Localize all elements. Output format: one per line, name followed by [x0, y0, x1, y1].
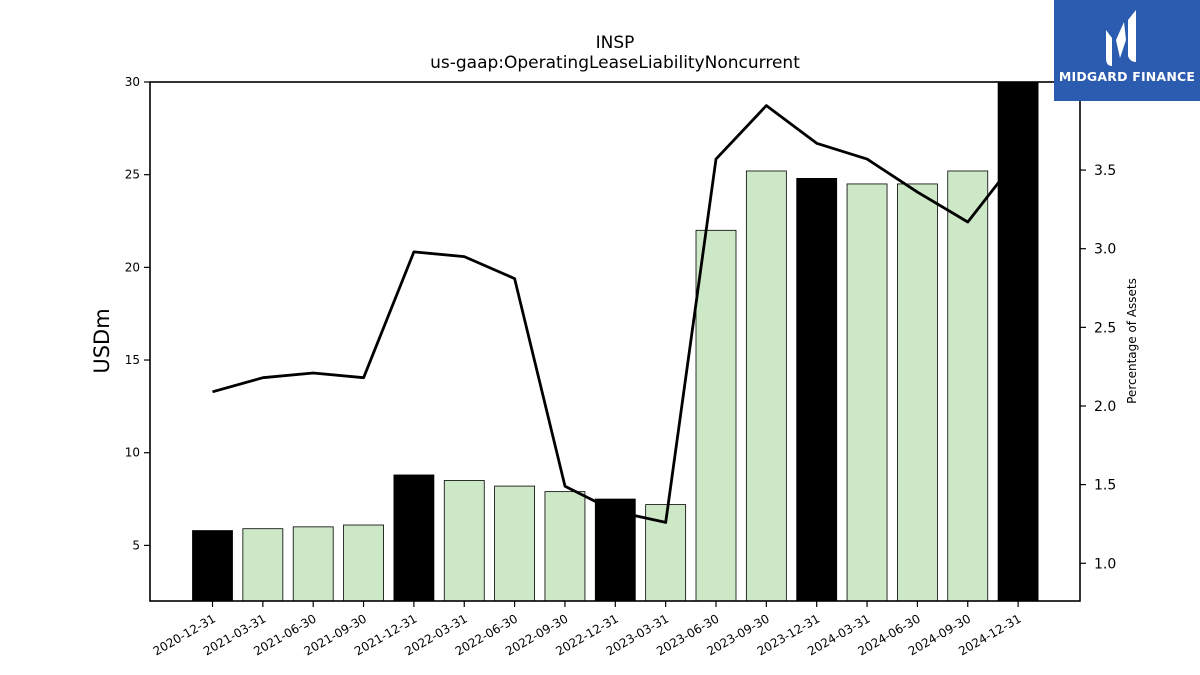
bar-2021-03-31 [242, 528, 284, 602]
bar-group [192, 81, 1039, 602]
left-tick-label: 30 [125, 75, 140, 89]
bar-2022-03-31 [443, 480, 485, 602]
midgard-finance-logo: MIDGARD FINANCE [1054, 0, 1200, 101]
bar-2021-12-31 [393, 474, 435, 602]
bar-2022-12-31 [594, 498, 636, 602]
logo-mark-icon [1106, 10, 1148, 66]
y-axis-label: USDm [90, 308, 114, 373]
right-tick-label: 3.5 [1094, 163, 1116, 179]
bar-2024-12-31 [997, 81, 1039, 602]
line-group [212, 104, 1020, 524]
x-axis: 2020-12-312021-03-312021-06-302021-09-30… [151, 601, 1024, 658]
left-tick-label: 25 [125, 168, 140, 182]
bar-2021-09-30 [343, 524, 384, 602]
y2-axis-label: Percentage of Assets [1125, 278, 1139, 404]
bar-2022-06-30 [494, 485, 536, 602]
left-tick-label: 20 [125, 260, 140, 274]
bar-2024-06-30 [897, 183, 938, 602]
right-tick-label: 1.5 [1094, 478, 1116, 494]
bar-2021-06-30 [292, 526, 334, 602]
right-tick-label: 3.0 [1094, 242, 1116, 258]
left-axis: 5 10 15 20 25 30 [125, 75, 150, 552]
right-tick-label: 1.0 [1094, 556, 1116, 572]
chart-title: INSP [596, 33, 635, 53]
right-tick-label: 2.5 [1094, 320, 1116, 336]
chart-subtitle: us-gaap:OperatingLeaseLiabilityNoncurren… [430, 53, 800, 73]
logo-text: MIDGARD FINANCE [1058, 69, 1196, 84]
left-tick-label: 15 [125, 353, 140, 367]
left-tick-label: 10 [125, 446, 140, 460]
bar-2023-06-30 [695, 229, 737, 602]
assets-percentage-line [212, 104, 1020, 524]
bar-2024-03-31 [846, 183, 888, 602]
bar-2022-09-30 [544, 491, 586, 602]
bar-2023-12-31 [796, 177, 838, 602]
bar-2024-09-30 [947, 170, 989, 602]
right-axis: 1.0 1.5 2.0 2.5 3.0 3.5 [1080, 163, 1116, 572]
bar-2020-12-31 [192, 530, 233, 602]
bar-2023-09-30 [745, 170, 787, 602]
left-tick-label: 5 [132, 538, 140, 552]
right-tick-label: 2.0 [1094, 399, 1116, 415]
